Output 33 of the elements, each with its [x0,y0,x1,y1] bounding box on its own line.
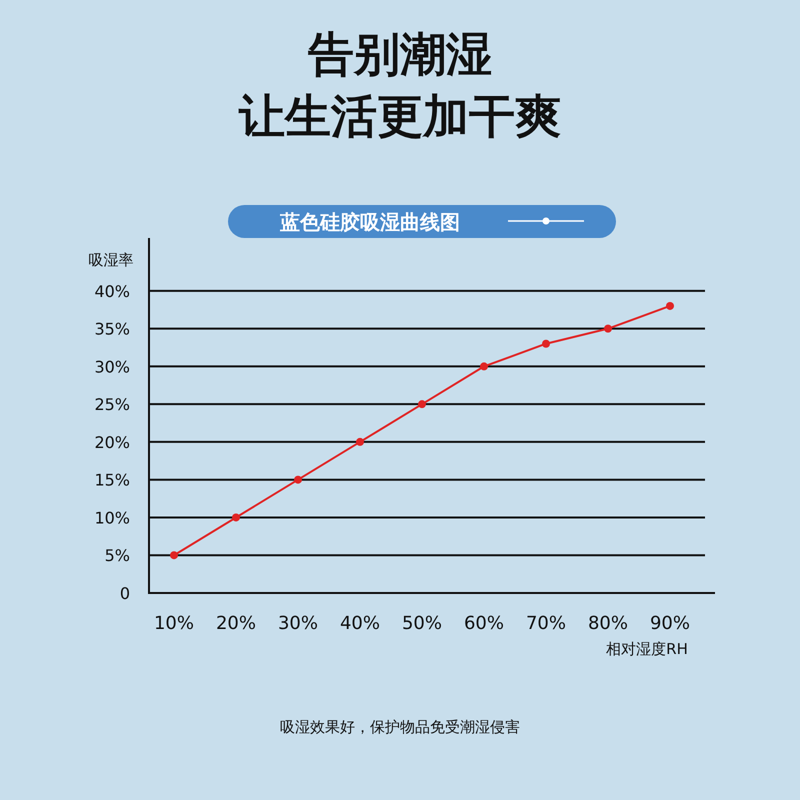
point [232,513,240,522]
x-tick-label: 30% [278,613,318,634]
x-tick-label: 20% [216,613,256,634]
x-tick-label: 60% [464,613,504,634]
y-tick-label: 35% [94,320,130,339]
point [170,551,178,560]
chart-title: 告别潮湿 [307,27,492,81]
x-tick-label: 40% [340,613,380,634]
y-axis-title: 吸湿率 [88,251,134,269]
y-tick-label: 40% [94,282,130,301]
y-tick-label: 5% [104,546,130,566]
point [666,302,674,310]
y-tick-label: 0 [120,584,130,603]
point [480,362,488,370]
y-tick-label: 30% [94,357,130,376]
point [542,340,550,348]
point [418,400,426,408]
x-tick-label: 50% [402,613,442,634]
point [356,438,364,446]
y-tick-label: 10% [94,508,130,528]
x-tick-label: 90% [650,613,690,634]
x-tick-label: 70% [526,613,566,634]
text: 吸湿效果好，保护物品免受潮湿侵害 [280,718,520,736]
chart-subtitle: 让生活更加干爽 [238,89,561,143]
x-axis-title: 相对湿度RH [606,640,688,658]
text: 蓝色硅胶吸湿曲线图 [279,210,460,234]
x-tick-label: 80% [588,613,628,634]
x-tick-label: 10% [154,613,194,634]
point [604,324,612,333]
point [294,476,302,484]
y-tick-label: 20% [94,432,130,452]
y-tick-label: 25% [94,395,130,414]
y-tick-label: 15% [94,470,130,490]
